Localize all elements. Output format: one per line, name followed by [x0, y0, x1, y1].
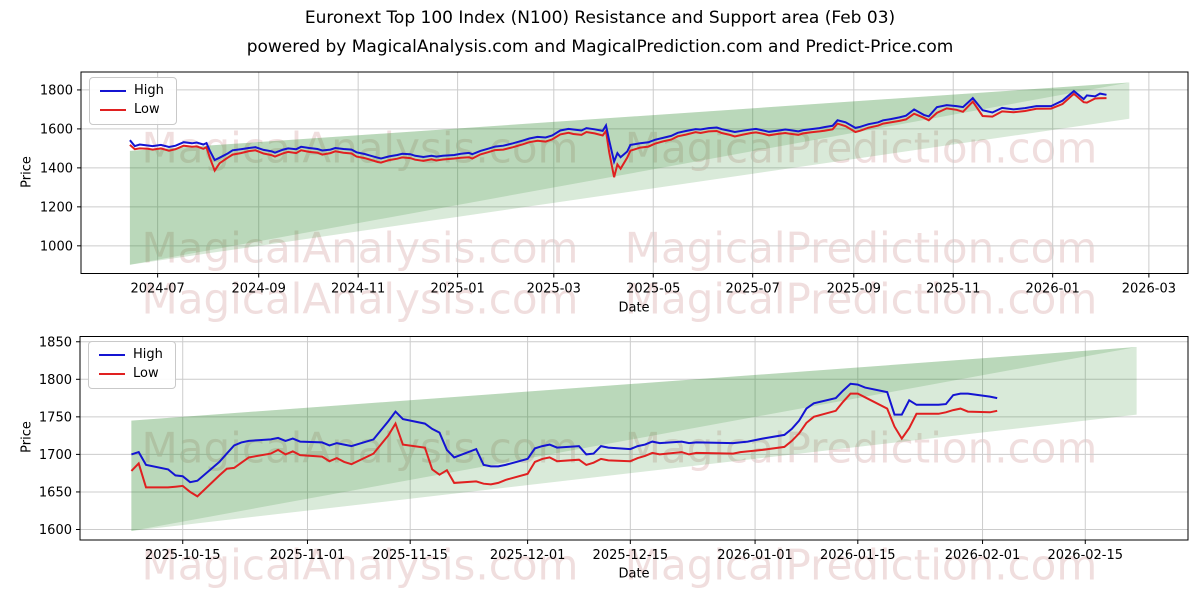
- bottom-chart-legend: High Low: [88, 341, 176, 389]
- x-tick-label: 2025-05: [626, 282, 680, 297]
- y-tick-label: 1700: [39, 448, 72, 463]
- watermark-analysis: MagicalAnalysis.com: [141, 223, 579, 273]
- y-tick-label: 1800: [40, 83, 73, 98]
- top-chart-xlabel: Date: [618, 300, 650, 316]
- legend-label-high: High: [133, 347, 163, 362]
- watermark-prediction: MagicalPrediction.com: [624, 423, 1098, 473]
- x-tick-label: 2025-12-01: [490, 548, 566, 563]
- legend-label-high: High: [134, 83, 164, 98]
- x-tick-label: 2025-11: [926, 282, 980, 297]
- low-line-swatch: [100, 109, 126, 112]
- legend-item-high: High: [99, 347, 163, 362]
- bottom-chart-xlabel: Date: [618, 566, 650, 582]
- legend-item-low: Low: [99, 366, 163, 382]
- x-tick-label: 2025-03: [527, 282, 581, 297]
- x-tick-label: 2024-07: [130, 282, 184, 297]
- x-tick-label: 2026-01: [1026, 282, 1080, 297]
- bottom-chart-ylabel: Price: [19, 421, 35, 453]
- y-tick-label: 1600: [40, 122, 73, 137]
- watermark-analysis: MagicalAnalysis.com: [141, 274, 579, 324]
- x-tick-label: 2026-03: [1122, 282, 1176, 297]
- top-chart-ylabel: Price: [19, 156, 35, 188]
- x-tick-label: 2025-11-15: [372, 548, 448, 563]
- legend-label-low: Low: [134, 102, 160, 118]
- x-tick-label: 2026-02-01: [945, 548, 1021, 563]
- high-line-swatch: [100, 90, 126, 93]
- x-tick-label: 2025-01: [430, 282, 484, 297]
- x-tick-label: 2025-10-15: [145, 548, 221, 563]
- x-tick-label: 2025-11-01: [270, 548, 346, 563]
- watermark-prediction: MagicalPrediction.com: [624, 223, 1098, 273]
- x-tick-label: 2025-07: [726, 282, 780, 297]
- legend-item-low: Low: [100, 102, 164, 118]
- y-tick-label: 1800: [39, 373, 72, 388]
- y-tick-label: 1200: [40, 200, 73, 215]
- x-tick-label: 2025-12-15: [593, 548, 669, 563]
- y-tick-label: 1850: [39, 335, 72, 350]
- y-tick-label: 1650: [39, 485, 72, 500]
- watermark-prediction: MagicalPrediction.com: [624, 274, 1098, 324]
- x-tick-label: 2026-01-01: [717, 548, 793, 563]
- chart-title: Euronext Top 100 Index (N100) Resistance…: [304, 8, 896, 28]
- legend-item-high: High: [100, 83, 164, 98]
- x-tick-label: 2024-09: [232, 282, 286, 297]
- x-tick-label: 2026-01-15: [820, 548, 896, 563]
- high-line-swatch: [99, 354, 125, 357]
- chart-subtitle: powered by MagicalAnalysis.com and Magic…: [246, 37, 954, 57]
- legend-label-low: Low: [133, 366, 159, 382]
- y-tick-label: 1600: [39, 523, 72, 538]
- watermark-analysis: MagicalAnalysis.com: [141, 540, 579, 590]
- y-tick-label: 1400: [40, 161, 73, 176]
- low-line-swatch: [99, 373, 125, 376]
- top-chart-legend: High Low: [89, 77, 177, 125]
- x-tick-label: 2026-02-15: [1047, 548, 1123, 563]
- x-tick-label: 2024-11: [331, 282, 385, 297]
- x-tick-label: 2025-09: [827, 282, 881, 297]
- y-tick-label: 1750: [39, 410, 72, 425]
- watermark-prediction: MagicalPrediction.com: [624, 540, 1098, 590]
- y-tick-label: 1000: [40, 239, 73, 254]
